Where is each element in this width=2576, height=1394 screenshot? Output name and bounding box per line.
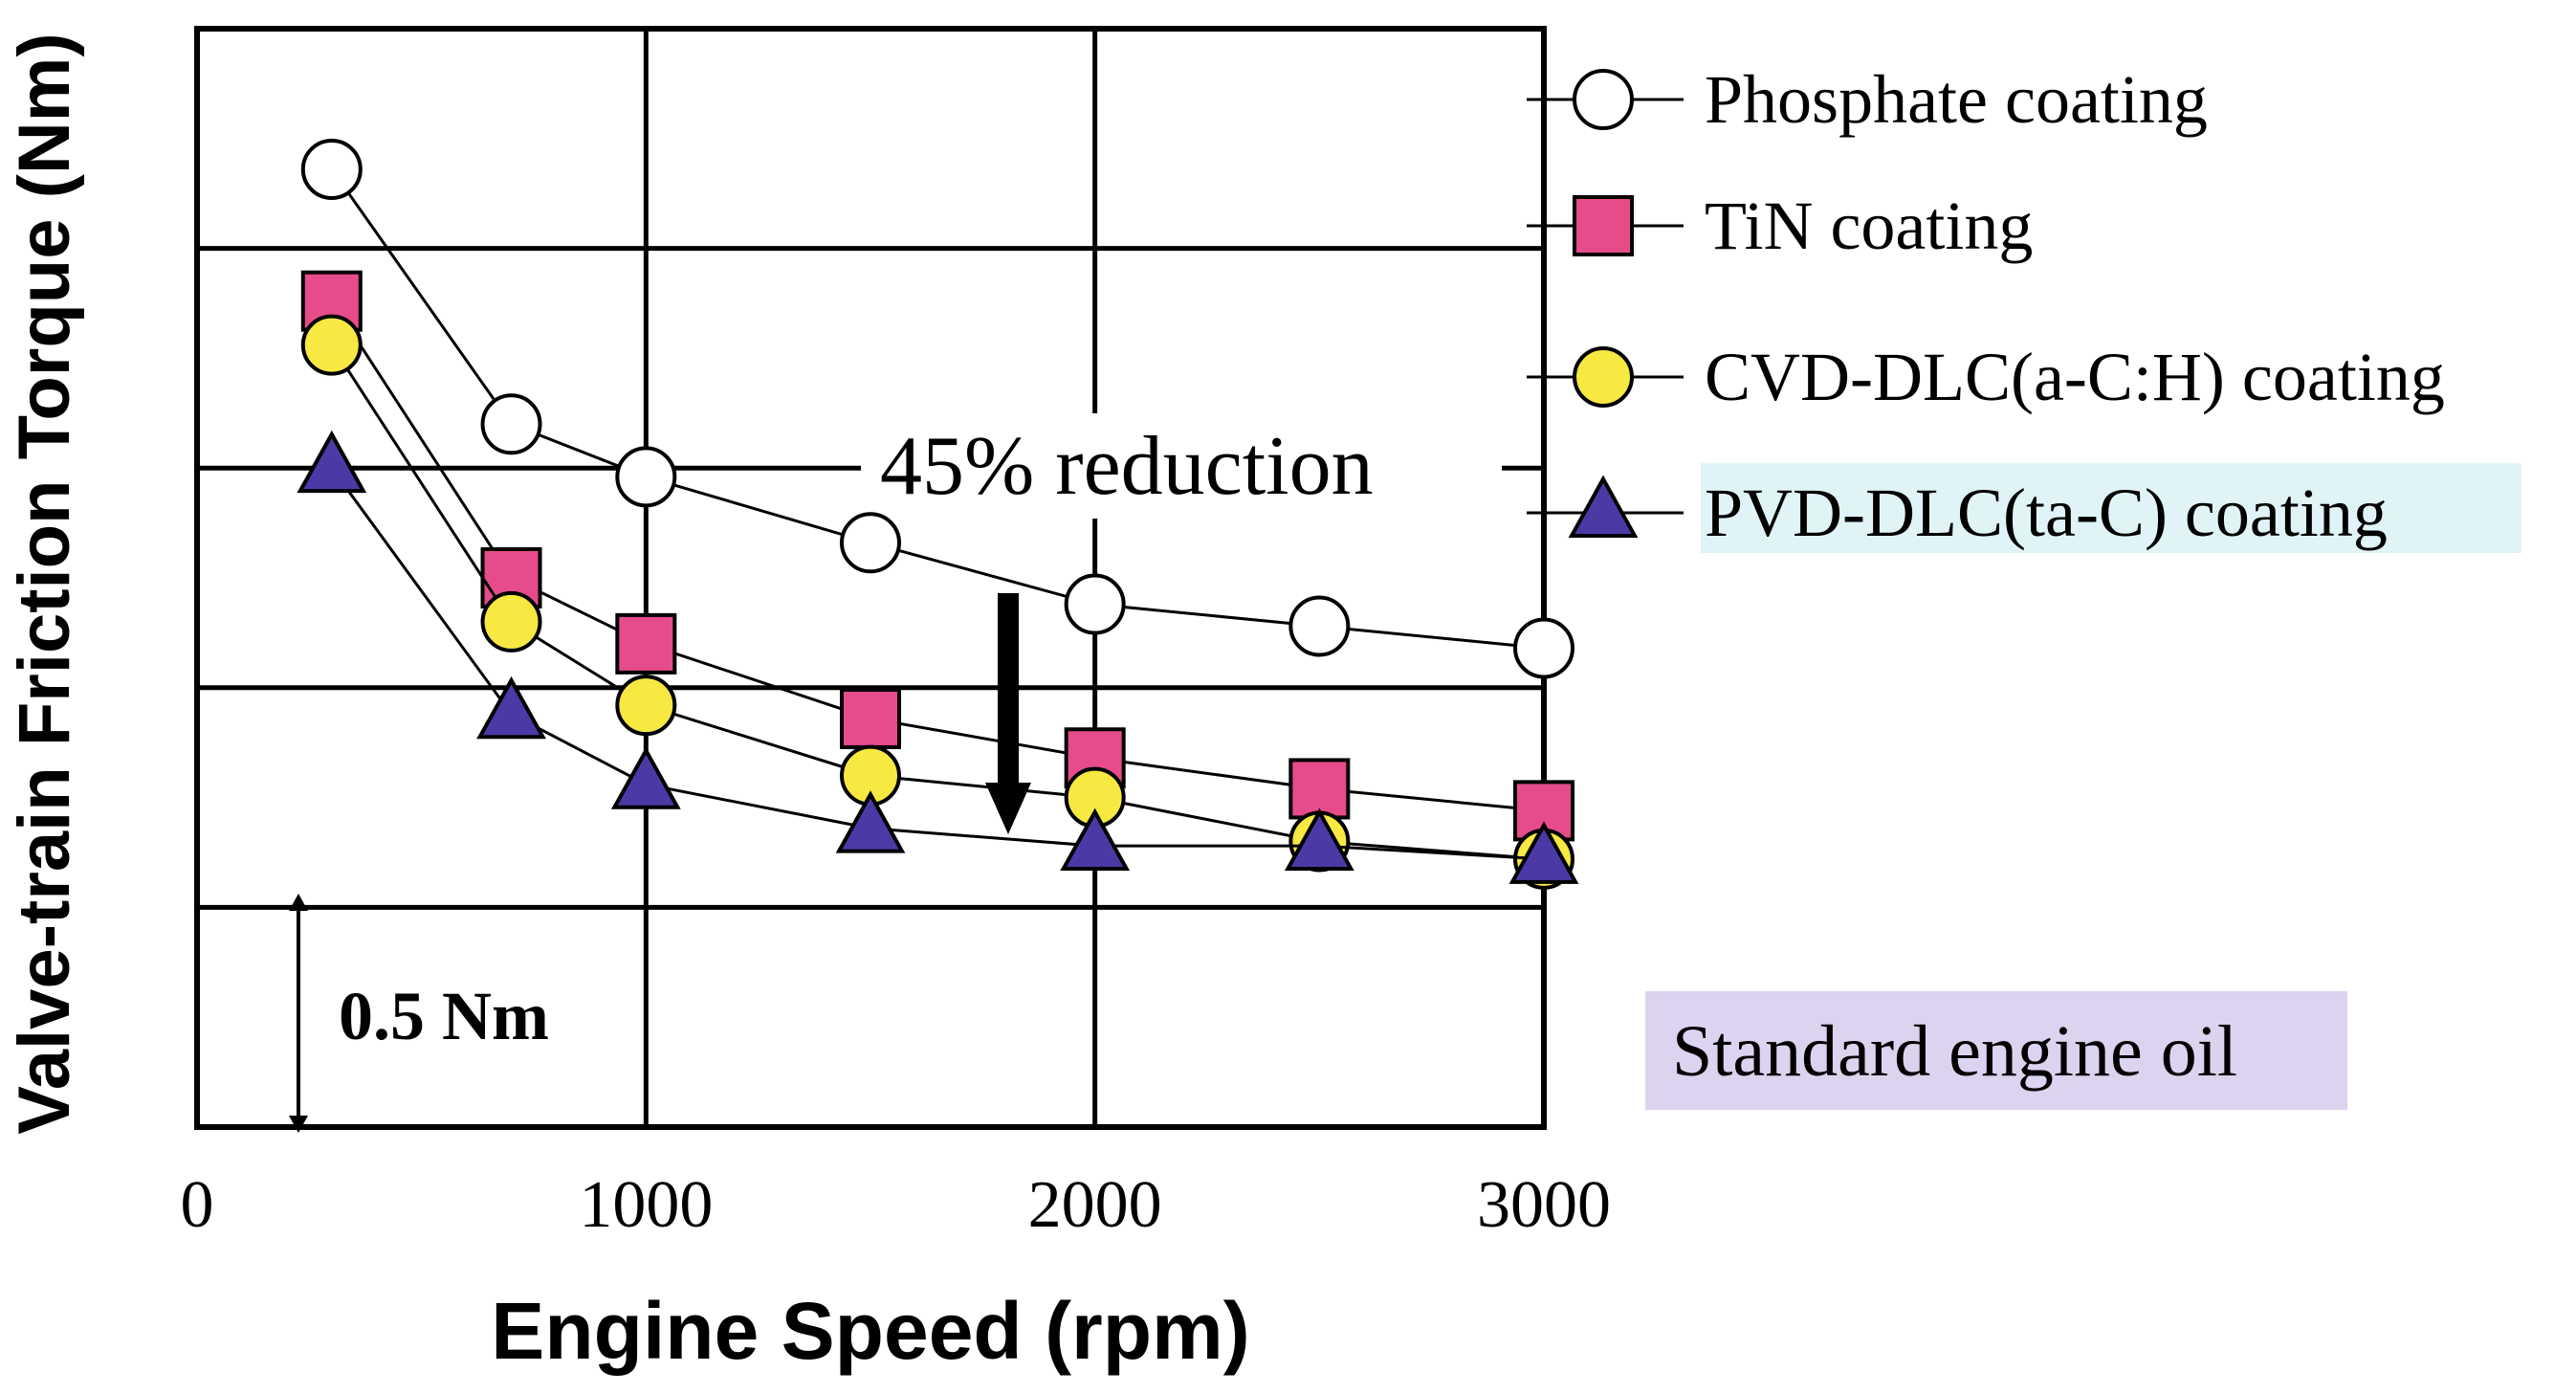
legend-item-3: CVD-DLC(a-C:H) coating: [1527, 339, 2445, 415]
legend-marker-1: [1573, 69, 1634, 130]
legend-item-4: PVD-DLC(ta-C) coating: [1527, 475, 2388, 551]
data-point-s2-3: [615, 612, 677, 675]
reduction-label-bg: [861, 413, 1502, 519]
legend-label-4: PVD-DLC(ta-C) coating: [1705, 475, 2388, 551]
legend-label-2: TiN coating: [1705, 188, 2033, 264]
data-point-s4-2: [476, 675, 546, 740]
y-axis-title: Valve-train Friction Torque (Nm): [4, 33, 85, 1134]
x-tick-labels: 0 1000 2000 3000: [181, 1168, 1612, 1242]
legend-label-1: Phosphate coating: [1705, 61, 2208, 138]
legend-item-1: Phosphate coating: [1527, 61, 2208, 138]
data-point-s1-1: [300, 138, 363, 200]
data-point-s4-6: [1284, 808, 1354, 872]
reduction-arrow: [985, 593, 1031, 834]
legend-item-2: TiN coating: [1527, 188, 2033, 264]
plot-frame: [194, 26, 1547, 1130]
series-line-4: [330, 467, 1545, 861]
legend-highlight-pvd: [1701, 463, 2521, 553]
legend-marker-2: [1573, 195, 1634, 256]
reduction-annotation: 45% reduction: [880, 420, 1374, 513]
x-tick-label-3000: 3000: [1477, 1168, 1611, 1242]
data-point-s1-6: [1288, 595, 1351, 657]
legend-label-3: CVD-DLC(a-C:H) coating: [1705, 339, 2445, 415]
condition-box: [1645, 991, 2347, 1110]
x-axis-title: Engine Speed (rpm): [491, 1286, 1249, 1376]
scale-bar-label: 0.5 Nm: [339, 978, 549, 1054]
data-point-s4-4: [835, 790, 906, 853]
data-point-s2-6: [1288, 758, 1351, 820]
data-point-s2-4: [840, 687, 901, 749]
x-tick-label-0: 0: [181, 1168, 214, 1242]
data-point-s3-2: [480, 590, 542, 653]
data-point-s1-7: [1513, 617, 1574, 679]
data-point-s1-2: [480, 393, 542, 455]
data-point-s3-3: [615, 675, 677, 737]
data-point-s4-3: [610, 746, 681, 809]
scale-bar: [289, 894, 308, 1133]
legend-marker-4: [1568, 475, 1639, 538]
series-4: [297, 430, 1579, 884]
series-2: [300, 270, 1574, 842]
legend-marker-3: [1573, 346, 1634, 408]
condition-label: Standard engine oil: [1672, 1011, 2237, 1092]
series-1: [300, 138, 1574, 679]
data-point-s4-5: [1060, 808, 1131, 872]
series-layer: [297, 138, 1579, 890]
data-point-s3-1: [300, 314, 363, 376]
data-point-s1-4: [840, 512, 901, 574]
x-tick-label-1000: 1000: [579, 1168, 713, 1242]
data-point-s4-1: [297, 430, 367, 494]
grid-lines: [197, 29, 1544, 1127]
x-tick-label-2000: 2000: [1028, 1168, 1162, 1242]
legend: Phosphate coating TiN coating CVD-DLC(a-C:…: [1527, 61, 2445, 551]
data-point-s4-7: [1508, 821, 1579, 884]
data-point-s1-5: [1064, 573, 1126, 635]
data-point-s1-3: [615, 446, 677, 508]
